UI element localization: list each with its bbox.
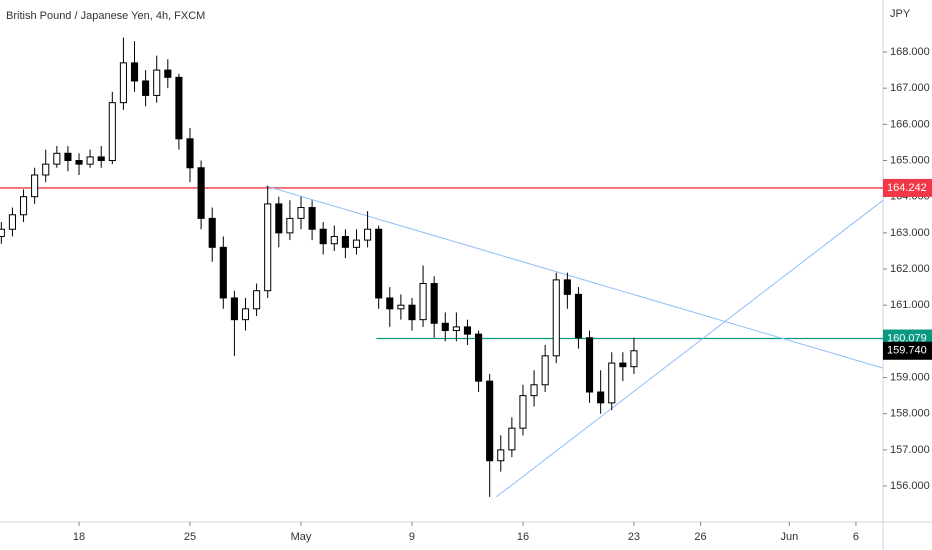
candle-body [53, 152, 61, 165]
candle-body [375, 228, 383, 299]
candle-body [397, 304, 405, 310]
candle-body [330, 235, 338, 245]
x-tick-label: 9 [409, 531, 415, 543]
candle-body [219, 246, 227, 299]
candle-body [341, 235, 349, 248]
candle-body [275, 203, 283, 234]
candle-body [175, 76, 183, 140]
price-tag [883, 341, 932, 360]
x-tick-label: 23 [628, 531, 640, 543]
candle-body [475, 333, 483, 382]
candle-body [630, 350, 638, 368]
candle-body [597, 391, 605, 404]
candle-body [530, 384, 538, 397]
candle-body [64, 152, 72, 162]
y-tick-label: 168.000 [890, 46, 930, 58]
candle-body [608, 362, 616, 404]
candle-body [364, 228, 372, 241]
candle-body [241, 308, 250, 321]
trend-line [265, 185, 884, 369]
price-tag-label: 164.242 [887, 182, 927, 194]
candle-body [552, 279, 560, 357]
candle-body [97, 156, 105, 162]
x-tick-label: May [291, 531, 312, 543]
y-tick-label: 167.000 [890, 82, 930, 94]
candle-body [130, 62, 139, 82]
candle-body [8, 214, 16, 230]
candle-body [508, 427, 516, 451]
y-tick-label: 163.000 [890, 227, 930, 239]
candle-body [0, 228, 5, 237]
candle-body [452, 326, 460, 332]
candle-body [419, 282, 427, 321]
candle-body [308, 207, 316, 230]
candle-body [286, 217, 294, 234]
y-tick-label: 161.000 [890, 299, 930, 311]
candle-body [497, 449, 505, 462]
candle-body [42, 163, 50, 176]
candle-body [430, 282, 438, 324]
candle-body [297, 207, 305, 219]
price-tag-label: 159.740 [887, 345, 927, 357]
y-tick-label: 166.000 [890, 118, 930, 130]
x-tick-label: 16 [517, 531, 529, 543]
y-tick-label: 162.000 [890, 263, 930, 275]
candle-body [563, 279, 571, 295]
candle-body [352, 239, 361, 248]
candle-body [408, 304, 416, 321]
candle-body [619, 362, 627, 368]
candle-body [19, 196, 28, 216]
x-tick-label: 25 [184, 531, 196, 543]
candle-body [386, 297, 394, 310]
y-tick-label: 165.000 [890, 154, 930, 166]
x-tick-label: Jun [780, 531, 798, 543]
candle-body [253, 290, 261, 310]
candle-body [463, 326, 472, 335]
candle-body [441, 322, 449, 332]
x-tick-label: 18 [73, 531, 85, 543]
price-tag-label: 160.079 [887, 332, 927, 344]
candle-body [230, 297, 238, 321]
candle-body [197, 167, 205, 219]
candle-body [153, 69, 161, 96]
chart-title: British Pound / Japanese Yen, 4h, FXCM [6, 10, 205, 22]
candle-body [142, 80, 150, 96]
y-tick-label: 158.000 [890, 408, 930, 420]
candle-body [119, 62, 127, 104]
candle-body [186, 138, 194, 169]
candle-body [264, 203, 272, 292]
candle-body [519, 395, 527, 429]
candle-body [75, 160, 83, 165]
trend-line [496, 199, 884, 498]
y-unit: JPY [890, 8, 911, 20]
y-tick-label: 159.000 [890, 371, 930, 383]
candle-body [541, 355, 549, 386]
candle-body [574, 293, 583, 339]
price-tag [883, 178, 932, 197]
candle-body [208, 217, 216, 248]
x-tick-label: 6 [853, 531, 859, 543]
y-tick-label: 156.000 [890, 480, 930, 492]
candle-body [31, 174, 39, 198]
candle-body [319, 228, 327, 245]
x-tick-label: 26 [694, 531, 706, 543]
y-tick-label: 157.000 [890, 444, 930, 456]
candle-body [108, 102, 116, 162]
candle-body [586, 337, 594, 393]
candle-body [86, 156, 94, 165]
candle-body [164, 69, 172, 78]
candle-body [486, 380, 494, 462]
